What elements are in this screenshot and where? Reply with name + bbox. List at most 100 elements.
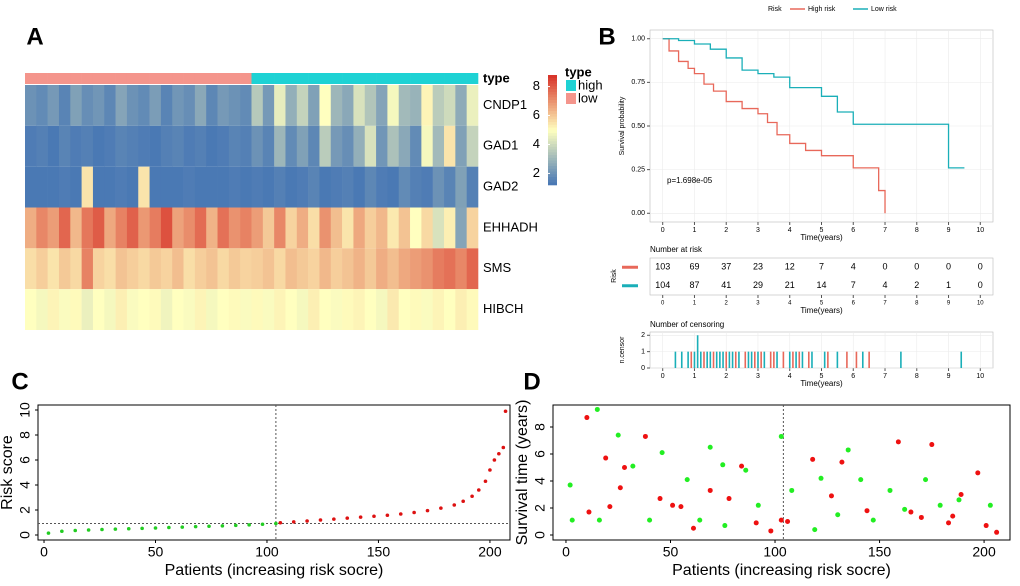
heatmap-cell bbox=[228, 125, 241, 167]
point bbox=[810, 456, 816, 462]
colorbar-segment bbox=[548, 149, 557, 153]
x-tick-label: 4 bbox=[788, 301, 792, 307]
heatmap-cell bbox=[262, 289, 275, 330]
point bbox=[739, 463, 745, 469]
point bbox=[918, 514, 924, 520]
heatmap-cell bbox=[364, 166, 377, 208]
heatmap-cell bbox=[296, 207, 309, 249]
heatmap-cell bbox=[115, 85, 128, 126]
y-axis-title: Risk bbox=[611, 269, 618, 283]
heatmap-cell bbox=[217, 85, 230, 126]
point bbox=[812, 527, 818, 533]
plot-frame bbox=[37, 404, 511, 541]
point bbox=[845, 447, 851, 453]
heatmap-cell bbox=[36, 125, 48, 167]
heatmap-cell bbox=[160, 248, 173, 290]
heatmap-cell bbox=[308, 85, 320, 126]
heatmap-cell bbox=[206, 248, 218, 290]
point bbox=[60, 529, 64, 534]
table-cell: 12 bbox=[785, 262, 795, 272]
heatmap-cell bbox=[353, 125, 366, 167]
point bbox=[584, 415, 590, 421]
point bbox=[461, 499, 465, 504]
y-tick-label: 0 bbox=[641, 365, 645, 372]
point bbox=[167, 525, 171, 530]
heatmap-cell bbox=[206, 166, 218, 208]
heatmap-cell bbox=[274, 289, 286, 330]
y-tick-label: 1 bbox=[641, 348, 645, 355]
censor-bar bbox=[836, 351, 839, 368]
heatmap-cell bbox=[398, 248, 411, 290]
heatmap-cell bbox=[319, 207, 332, 249]
annotation-cell bbox=[432, 73, 445, 84]
censor-bar bbox=[754, 351, 756, 368]
heatmap-cell bbox=[421, 289, 433, 330]
panel-letter: A bbox=[26, 23, 43, 50]
point bbox=[501, 445, 506, 450]
colorbar-segment bbox=[548, 154, 557, 158]
heatmap-cell bbox=[25, 166, 37, 208]
point bbox=[439, 506, 443, 510]
point bbox=[586, 509, 592, 515]
x-tick-label: 0 bbox=[661, 373, 665, 380]
table-cell: 7 bbox=[819, 262, 824, 272]
censor-bar bbox=[846, 351, 848, 368]
censor-bar bbox=[798, 351, 801, 368]
annotation-cell bbox=[206, 73, 218, 84]
heatmap-cell bbox=[160, 85, 173, 126]
point bbox=[193, 524, 198, 529]
heatmap-cell bbox=[206, 207, 218, 249]
heatmap-cell bbox=[444, 207, 456, 249]
x-tick-label: 150 bbox=[868, 544, 892, 560]
table-cell: 37 bbox=[721, 262, 731, 272]
row-label: GAD2 bbox=[483, 179, 518, 194]
x-tick-label: 0 bbox=[562, 544, 570, 560]
x-tick-label: 100 bbox=[255, 544, 279, 560]
colorbar-segment bbox=[548, 116, 557, 120]
point bbox=[46, 531, 51, 535]
x-tick-label: 10 bbox=[976, 373, 984, 380]
censor-bar bbox=[690, 351, 693, 368]
heatmap-cell bbox=[206, 125, 218, 167]
point bbox=[594, 406, 600, 412]
heatmap-cell bbox=[240, 248, 252, 290]
point bbox=[332, 517, 336, 521]
colorbar-segment bbox=[548, 179, 557, 183]
y-tick-label: 2 bbox=[641, 332, 645, 339]
heatmap-cell bbox=[126, 248, 139, 290]
table-cell: 2 bbox=[914, 280, 919, 290]
heatmap-cell bbox=[104, 207, 116, 249]
panel-letter: B bbox=[598, 23, 615, 50]
point bbox=[73, 528, 78, 533]
heatmap-cell bbox=[115, 248, 128, 290]
heatmap-cell bbox=[58, 125, 71, 167]
annotation-cell bbox=[444, 73, 456, 84]
heatmap-cell bbox=[240, 85, 252, 126]
point bbox=[617, 485, 623, 491]
annotation-cell bbox=[285, 73, 298, 84]
table-cell: 103 bbox=[655, 262, 670, 272]
heatmap-cell bbox=[240, 207, 252, 249]
point bbox=[630, 463, 636, 469]
heatmap-cell bbox=[126, 166, 139, 208]
table-cell: 14 bbox=[816, 280, 826, 290]
annotation-cell bbox=[149, 73, 162, 84]
heatmap-cell bbox=[149, 125, 162, 167]
heatmap-cell bbox=[47, 207, 60, 249]
colorbar-segment bbox=[548, 105, 557, 109]
x-tick-label: 5 bbox=[820, 301, 824, 307]
point bbox=[621, 465, 627, 471]
heatmap-cell bbox=[47, 289, 60, 330]
heatmap-cell bbox=[240, 289, 252, 330]
heatmap-cell bbox=[444, 166, 456, 208]
x-tick-label: 5 bbox=[820, 227, 824, 234]
heatmap-cell bbox=[466, 207, 479, 249]
heatmap-cell bbox=[104, 248, 116, 290]
heatmap-cell bbox=[25, 289, 37, 330]
heatmap-cell bbox=[466, 85, 479, 126]
point bbox=[497, 451, 501, 456]
colorbar-segment bbox=[548, 146, 557, 150]
point bbox=[180, 525, 185, 529]
table-cell: 0 bbox=[914, 262, 919, 272]
heatmap-cell bbox=[70, 85, 82, 126]
